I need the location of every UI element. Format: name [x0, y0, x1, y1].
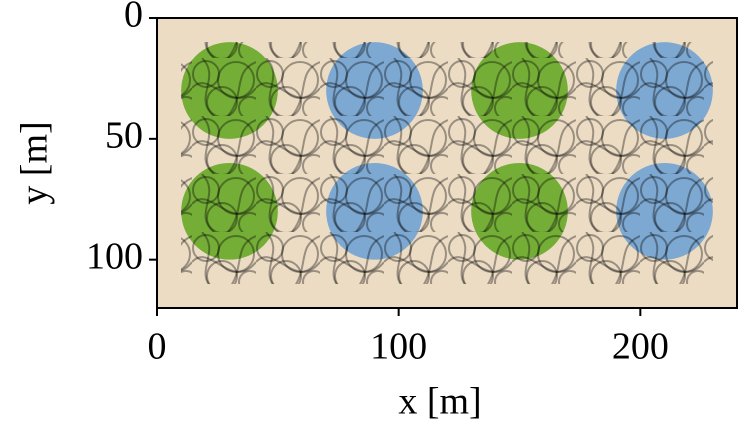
plot-frame	[156, 17, 738, 309]
x-tick-label: 100	[370, 326, 427, 368]
y-tick-label: 100	[86, 235, 143, 277]
x-axis-label: x [m]	[398, 381, 481, 423]
x-tick-label: 200	[612, 326, 669, 368]
trajectories	[181, 42, 713, 284]
y-axis-label: y [m]	[14, 121, 56, 204]
x-tick-label: 0	[148, 326, 167, 368]
y-tick-label: 0	[124, 0, 143, 36]
y-tick-label: 50	[105, 115, 143, 157]
